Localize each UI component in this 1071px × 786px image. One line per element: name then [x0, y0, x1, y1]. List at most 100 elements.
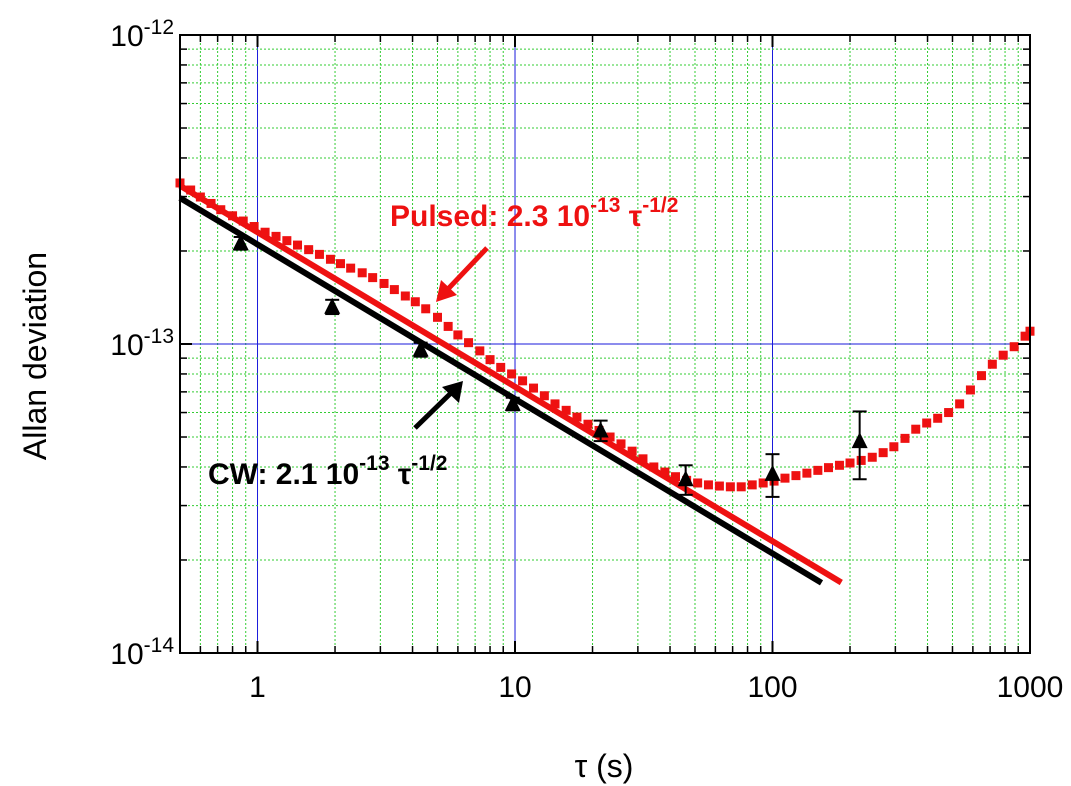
pulsed-point	[389, 285, 399, 295]
cw-point	[412, 340, 429, 357]
pulsed-point	[282, 236, 292, 246]
pulsed-point	[475, 346, 485, 356]
pulsed-point	[464, 338, 474, 348]
cw-point	[592, 421, 609, 438]
pulsed-point	[379, 278, 389, 288]
pulsed-point	[453, 330, 463, 340]
pulsed-point	[249, 222, 259, 232]
pulsed-point	[693, 478, 703, 488]
cw-point	[851, 432, 868, 449]
pulsed-point	[987, 359, 997, 369]
pulsed-point	[638, 454, 648, 464]
pulsed-point	[867, 452, 877, 462]
pulsed-point	[922, 418, 932, 428]
pulsed-point	[736, 482, 746, 492]
pulsed-arrow	[436, 246, 489, 302]
pulsed-point	[944, 408, 954, 418]
pulsed-point	[660, 467, 670, 477]
x-tick-label: 1	[249, 671, 266, 704]
pulsed-point	[725, 482, 735, 492]
pulsed-point	[965, 385, 975, 395]
pulsed-point	[186, 185, 196, 195]
cw-point	[504, 394, 521, 411]
pulsed-point	[878, 448, 888, 458]
pulsed-point	[260, 227, 270, 237]
pulsed-point	[813, 465, 823, 475]
y-tick-label: 10-13	[110, 325, 174, 362]
pulsed-point	[583, 419, 593, 429]
pulsed-point	[346, 263, 356, 273]
pulsed-point	[834, 460, 844, 470]
pulsed-point	[293, 240, 303, 250]
pulsed-fit-label: Pulsed: 2.3 10-13 τ-1/2	[390, 194, 678, 233]
pulsed-point	[649, 462, 659, 472]
pulsed-fit-line	[178, 183, 843, 586]
pulsed-point	[550, 399, 560, 409]
cw-series	[232, 234, 868, 498]
pulsed-point	[955, 399, 965, 409]
axes: 1 10 100 1000 10-14 10-13 10-12	[110, 16, 1063, 704]
x-tick-label: 1000	[997, 671, 1064, 704]
pulsed-point	[714, 481, 724, 491]
cw-arrow	[413, 381, 463, 430]
pulsed-point	[271, 231, 281, 241]
pulsed-point	[238, 216, 248, 226]
grid	[179, 35, 1030, 654]
pulsed-point	[357, 268, 367, 278]
pulsed-point	[845, 458, 855, 468]
pulsed-point	[769, 476, 779, 486]
pulsed-point	[1009, 342, 1019, 352]
pulsed-point	[900, 433, 910, 443]
fit-lines	[178, 183, 843, 586]
pulsed-point	[758, 478, 768, 488]
pulsed-point	[335, 259, 345, 269]
y-axis-title: Allan deviation	[17, 252, 53, 460]
pulsed-point	[216, 205, 226, 215]
pulsed-point	[421, 304, 431, 314]
pulsed-point	[824, 463, 834, 473]
pulsed-point	[856, 455, 866, 465]
pulsed-point	[561, 405, 571, 415]
pulsed-point	[802, 468, 812, 478]
pulsed-series	[175, 178, 1035, 492]
pulsed-point	[228, 211, 238, 221]
x-axis-title: τ (s)	[575, 748, 634, 784]
pulsed-point	[791, 471, 801, 481]
cw-point	[764, 464, 781, 481]
y-tick-label: 10-14	[110, 634, 174, 671]
pulsed-point	[976, 371, 986, 381]
pulsed-point	[195, 192, 205, 202]
pulsed-point	[507, 369, 517, 379]
pulsed-point	[325, 254, 335, 264]
pulsed-point	[703, 480, 713, 490]
x-tick-label: 100	[747, 671, 797, 704]
cw-fit-line	[178, 195, 824, 586]
pulsed-point	[998, 350, 1008, 360]
pulsed-point	[670, 472, 680, 482]
pulsed-point	[432, 312, 442, 322]
pulsed-point	[368, 273, 378, 283]
pulsed-point	[747, 480, 757, 490]
pulsed-point	[539, 391, 549, 401]
pulsed-point	[485, 355, 495, 365]
pulsed-point	[627, 446, 637, 456]
pulsed-point	[933, 413, 943, 423]
pulsed-point	[911, 424, 921, 434]
pulsed-point	[605, 432, 615, 442]
pulsed-point	[889, 442, 899, 452]
pulsed-point	[314, 249, 324, 259]
pulsed-point	[518, 376, 528, 386]
pulsed-point	[780, 473, 790, 483]
pulsed-point	[496, 362, 506, 372]
pulsed-point	[443, 321, 453, 331]
y-tick-label: 10-12	[110, 16, 174, 53]
pulsed-point	[616, 439, 626, 449]
x-tick-label: 10	[498, 671, 531, 704]
pulsed-point	[304, 245, 314, 255]
cw-point	[324, 297, 341, 314]
pulsed-point	[410, 297, 420, 307]
pulsed-point	[529, 383, 539, 393]
pulsed-point	[572, 412, 582, 422]
pulsed-point	[400, 291, 410, 301]
